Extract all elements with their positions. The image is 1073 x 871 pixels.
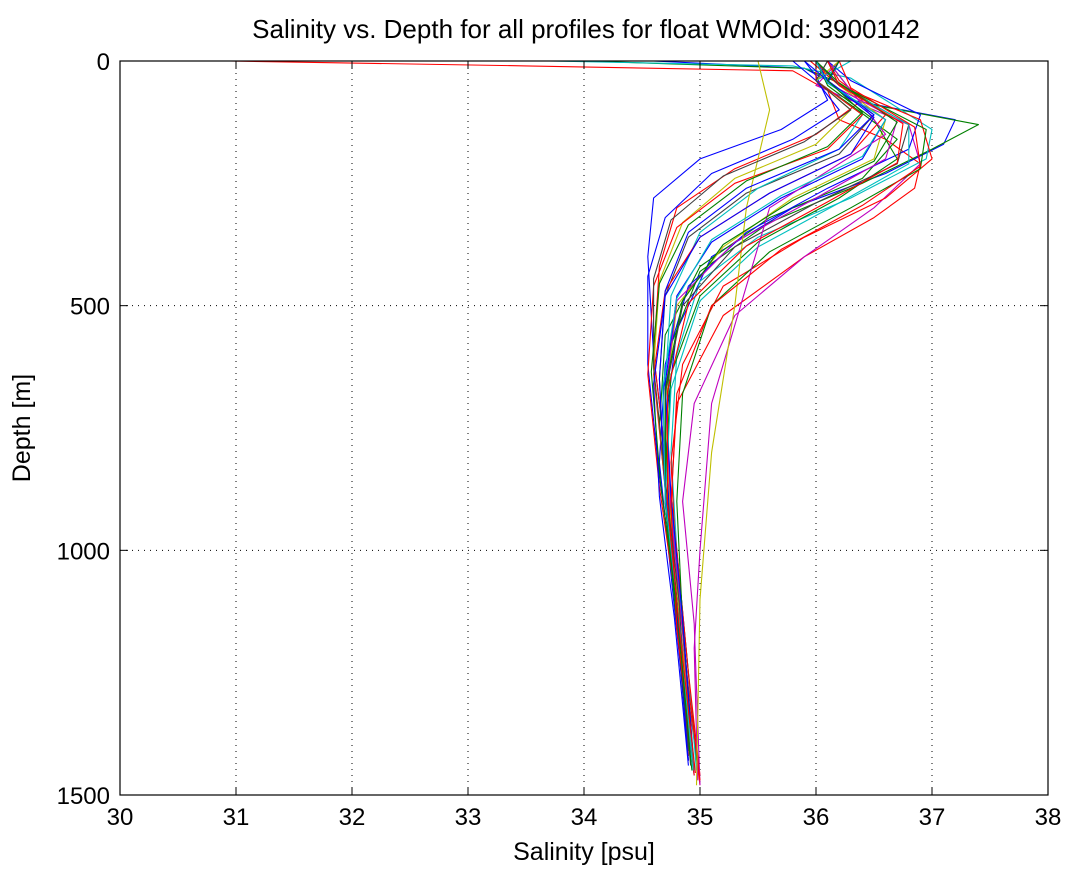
profile-line-24 xyxy=(693,61,887,781)
y-tick-label: 1500 xyxy=(57,783,110,810)
profile-line-5 xyxy=(647,61,829,747)
y-axis-label: Depth [m] xyxy=(8,374,36,482)
x-tick-label: 31 xyxy=(223,804,250,831)
grid-lines xyxy=(120,61,1048,795)
profile-line-16 xyxy=(653,61,887,766)
x-tick-label: 37 xyxy=(919,804,946,831)
x-tick-label: 30 xyxy=(107,804,134,831)
y-tick-label: 1000 xyxy=(57,538,110,565)
profile-line-1 xyxy=(230,61,921,786)
x-axis-label: Salinity [psu] xyxy=(513,838,655,866)
profile-line-22 xyxy=(647,61,863,756)
y-tick-label: 500 xyxy=(70,294,110,321)
profile-line-20 xyxy=(676,61,927,771)
profile-line-8 xyxy=(682,61,921,786)
axis-ticks xyxy=(119,60,1049,796)
series-lines xyxy=(230,61,979,786)
profile-line-14 xyxy=(664,61,898,756)
profile-line-17 xyxy=(664,61,898,771)
profile-line-4 xyxy=(549,61,933,771)
x-tick-label: 35 xyxy=(687,804,714,831)
profile-line-30 xyxy=(653,61,875,766)
x-tick-label: 36 xyxy=(803,804,830,831)
x-tick-label: 32 xyxy=(339,804,366,831)
y-tick-label: 0 xyxy=(97,49,110,76)
x-tick-label: 33 xyxy=(455,804,482,831)
tick-labels: 30 31 32 33 34 35 36 37 38 0 500 1000 1500 xyxy=(57,49,1062,831)
plot-area xyxy=(230,61,979,786)
profile-line-33 xyxy=(666,61,904,774)
profile-line-32 xyxy=(650,61,863,761)
profile-line-29 xyxy=(653,61,852,752)
profile-line-25 xyxy=(695,61,771,786)
chart-title: Salinity vs. Depth for all profiles for … xyxy=(252,14,920,44)
x-tick-label: 38 xyxy=(1035,804,1062,831)
x-tick-label: 34 xyxy=(571,804,598,831)
profile-line-31 xyxy=(662,61,887,771)
